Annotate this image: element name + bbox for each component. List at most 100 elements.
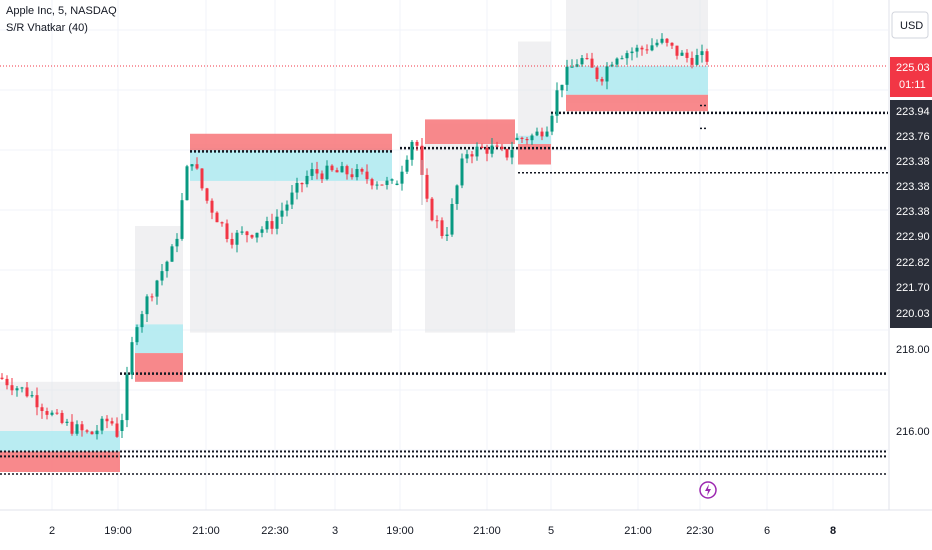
candle-body	[540, 131, 544, 137]
candle-body	[235, 232, 239, 245]
candle-body	[630, 51, 634, 54]
candle-body	[580, 58, 584, 65]
candle-body	[335, 170, 339, 173]
level-tag: 223.76	[896, 131, 930, 143]
candle-body	[695, 55, 699, 65]
candle-body	[425, 174, 429, 199]
candle-body	[560, 84, 564, 91]
candle-body	[505, 149, 509, 158]
candle-body	[160, 271, 164, 281]
time-label: 21:00	[473, 525, 501, 537]
candle-body	[230, 238, 234, 245]
candle-body	[680, 52, 684, 56]
candle-body	[140, 314, 144, 328]
candle-body	[665, 38, 669, 43]
time-label: 19:00	[104, 525, 132, 537]
candle-body	[395, 183, 399, 185]
candle-body	[705, 51, 709, 62]
time-label: 2	[49, 525, 55, 537]
candle-body	[545, 131, 549, 137]
sr-levels	[0, 104, 888, 475]
candle-body	[520, 137, 524, 139]
range-zone	[425, 123, 515, 333]
candle-body	[285, 204, 289, 211]
candle-body	[325, 165, 329, 180]
candle-body	[405, 159, 409, 172]
level-tag: 221.70	[896, 282, 930, 294]
candle-body	[200, 168, 204, 189]
candle-body	[80, 424, 84, 431]
candle-body	[150, 296, 154, 298]
candle-body	[440, 220, 444, 236]
candle-body	[465, 154, 469, 159]
candle-body	[180, 200, 184, 239]
resistance-zone	[425, 119, 515, 144]
candle-body	[310, 169, 314, 176]
candle-body	[450, 204, 454, 235]
support-zone	[518, 135, 551, 144]
candle-body	[445, 234, 449, 236]
candle-body	[155, 280, 159, 297]
candle-body	[105, 418, 109, 422]
candle-body	[675, 45, 679, 56]
time-label: 6	[764, 525, 770, 537]
candle-body	[225, 223, 229, 239]
candle-body	[95, 430, 99, 435]
candle-body	[605, 66, 609, 82]
candle-body	[410, 141, 414, 160]
time-label: 5	[548, 525, 554, 537]
candle-body	[100, 418, 104, 431]
candle-body	[20, 387, 24, 389]
indicator-label[interactable]: S/R Vhatkar (40)	[6, 22, 88, 34]
candle-body	[135, 327, 139, 343]
candle-body	[515, 137, 519, 140]
candle-body	[615, 58, 619, 65]
candle-body	[210, 200, 214, 213]
candle-body	[40, 407, 44, 412]
candle-body	[645, 49, 649, 51]
candle-body	[25, 387, 29, 397]
candle-body	[400, 171, 404, 184]
current-price-tag	[890, 57, 932, 97]
candle-body	[280, 210, 284, 217]
candle-body	[165, 261, 169, 272]
candle-body	[145, 296, 149, 315]
candle-body	[640, 47, 644, 50]
level-tag: 223.38	[896, 156, 930, 168]
resistance-zone	[0, 451, 120, 472]
candle-body	[485, 147, 489, 154]
candle-body	[510, 149, 514, 158]
support-zone	[135, 324, 183, 354]
candle-body	[535, 131, 539, 136]
candle-body	[185, 166, 189, 201]
candle-body	[300, 182, 304, 185]
candle-body	[595, 67, 599, 79]
range-zone	[518, 41, 551, 144]
candle-body	[270, 221, 274, 229]
zones	[0, 0, 708, 472]
candle-body	[585, 58, 589, 60]
candle-body	[255, 232, 259, 238]
time-label: 21:00	[192, 525, 220, 537]
candle-body	[350, 174, 354, 178]
candle-body	[635, 47, 639, 52]
candle-body	[480, 146, 484, 148]
candle-body	[215, 212, 219, 223]
candle-body	[45, 411, 49, 415]
candle-body	[600, 78, 604, 82]
candle-body	[195, 164, 199, 169]
level-tag: 223.38	[896, 181, 930, 193]
symbol-title[interactable]: Apple Inc, 5, NASDAQ	[6, 5, 117, 17]
candle-body	[590, 58, 594, 68]
candle-body	[10, 385, 14, 391]
candle-body	[175, 238, 179, 247]
support-zone	[0, 431, 120, 452]
candle-body	[70, 421, 74, 434]
candle-body	[415, 141, 419, 146]
time-label: 22:30	[261, 525, 289, 537]
candle-body	[265, 221, 269, 230]
resistance-zone	[190, 133, 392, 151]
candle-body	[495, 145, 499, 147]
